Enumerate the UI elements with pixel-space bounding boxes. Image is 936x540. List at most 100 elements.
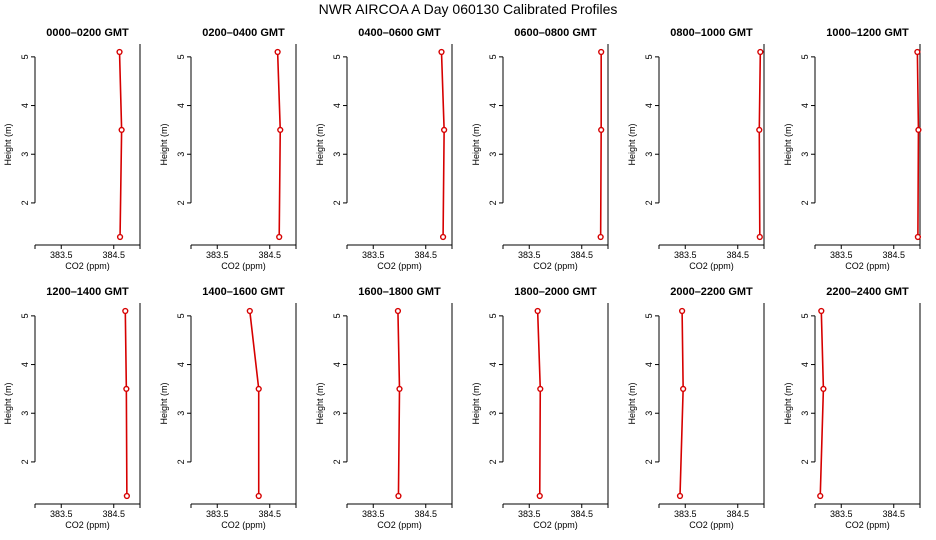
profile-point [817, 492, 824, 500]
panel-title: 1800–2000 GMT [514, 286, 597, 298]
x-tick-label: 384.5 [726, 509, 749, 519]
x-tick-label: 384.5 [102, 250, 125, 260]
y-tick-label: 4 [176, 362, 186, 367]
profile-line [599, 52, 602, 238]
y-tick-label: 2 [488, 200, 498, 205]
profile-line [819, 310, 825, 497]
y-tick-label: 2 [644, 200, 654, 205]
panel-title: 1000–1200 GMT [826, 27, 909, 39]
x-axis-label: CO2 (ppm) [689, 520, 734, 530]
x-axis-label: CO2 (ppm) [845, 520, 890, 530]
y-tick-label: 4 [488, 362, 498, 367]
y-tick-label: 3 [20, 152, 30, 157]
profile-point [123, 385, 130, 392]
x-tick-label: 384.5 [414, 250, 437, 260]
panel-title: 0800–1000 GMT [670, 27, 753, 39]
profile-line [440, 51, 445, 238]
y-tick-label: 2 [332, 459, 342, 464]
x-tick-label: 383.5 [50, 250, 73, 260]
x-tick-label: 384.5 [570, 509, 593, 519]
x-axis-label: CO2 (ppm) [845, 261, 890, 271]
profile-point [598, 48, 605, 56]
profile-point [255, 492, 262, 500]
profile-point [277, 126, 284, 133]
profile-point [676, 492, 684, 500]
x-tick-label: 383.5 [674, 509, 697, 519]
y-tick-label: 2 [488, 459, 498, 464]
x-tick-label: 384.5 [882, 509, 905, 519]
y-tick-label: 4 [644, 103, 654, 108]
profile-point [116, 48, 123, 56]
profile-line [397, 310, 401, 497]
y-tick-label: 5 [20, 313, 30, 318]
y-tick-label: 4 [644, 362, 654, 367]
x-axis-label: CO2 (ppm) [221, 520, 266, 530]
y-tick-label: 4 [488, 103, 498, 108]
x-axis-label: CO2 (ppm) [533, 261, 578, 271]
y-tick-label: 4 [332, 362, 342, 367]
y-tick-label: 5 [800, 313, 810, 318]
y-tick-label: 3 [800, 411, 810, 416]
profile-point [536, 492, 543, 500]
y-axis-label: Height (m) [315, 123, 325, 165]
y-tick-label: 5 [488, 313, 498, 318]
x-tick-label: 384.5 [414, 509, 437, 519]
profile-point [394, 307, 402, 315]
y-tick-label: 2 [20, 459, 30, 464]
y-axis-label: Height (m) [315, 382, 325, 424]
profile-line [536, 310, 542, 497]
y-tick-label: 4 [20, 103, 30, 108]
profile-line [249, 310, 260, 496]
profile-point [438, 48, 445, 56]
x-tick-label: 383.5 [830, 250, 853, 260]
y-tick-label: 5 [488, 54, 498, 59]
profile-point [914, 233, 922, 241]
y-axis-label: Height (m) [627, 123, 637, 165]
profile-point [818, 307, 825, 315]
y-tick-label: 5 [332, 313, 342, 318]
profile-point [122, 307, 129, 315]
y-axis-label: Height (m) [783, 123, 793, 165]
panel-title: 0400–0600 GMT [358, 27, 441, 39]
profile-point [255, 385, 262, 392]
x-tick-label: 383.5 [362, 250, 385, 260]
y-tick-label: 2 [644, 459, 654, 464]
profile-point [537, 385, 544, 392]
y-axis-label: Height (m) [3, 382, 13, 424]
profile-point [116, 233, 124, 241]
y-tick-label: 3 [488, 411, 498, 416]
x-axis-label: CO2 (ppm) [377, 520, 422, 530]
profile-point [123, 492, 130, 500]
y-tick-label: 5 [644, 54, 654, 59]
x-tick-label: 384.5 [258, 509, 281, 519]
profile-point [598, 126, 605, 133]
profile-line [679, 310, 684, 497]
y-tick-label: 2 [176, 200, 186, 205]
x-tick-label: 383.5 [362, 509, 385, 519]
profile-point [756, 126, 763, 133]
profile-point [597, 233, 604, 241]
y-tick-label: 4 [20, 362, 30, 367]
y-tick-label: 3 [488, 152, 498, 157]
profile-point [276, 233, 283, 241]
y-tick-label: 2 [332, 200, 342, 205]
y-tick-label: 3 [332, 152, 342, 157]
panel-title: 2200–2400 GMT [826, 286, 909, 298]
x-axis-label: CO2 (ppm) [533, 520, 578, 530]
x-axis-label: CO2 (ppm) [65, 520, 110, 530]
profile-point [915, 126, 922, 133]
y-tick-label: 4 [332, 103, 342, 108]
y-tick-label: 3 [644, 411, 654, 416]
x-axis-label: CO2 (ppm) [221, 261, 266, 271]
profile-point [680, 385, 687, 392]
